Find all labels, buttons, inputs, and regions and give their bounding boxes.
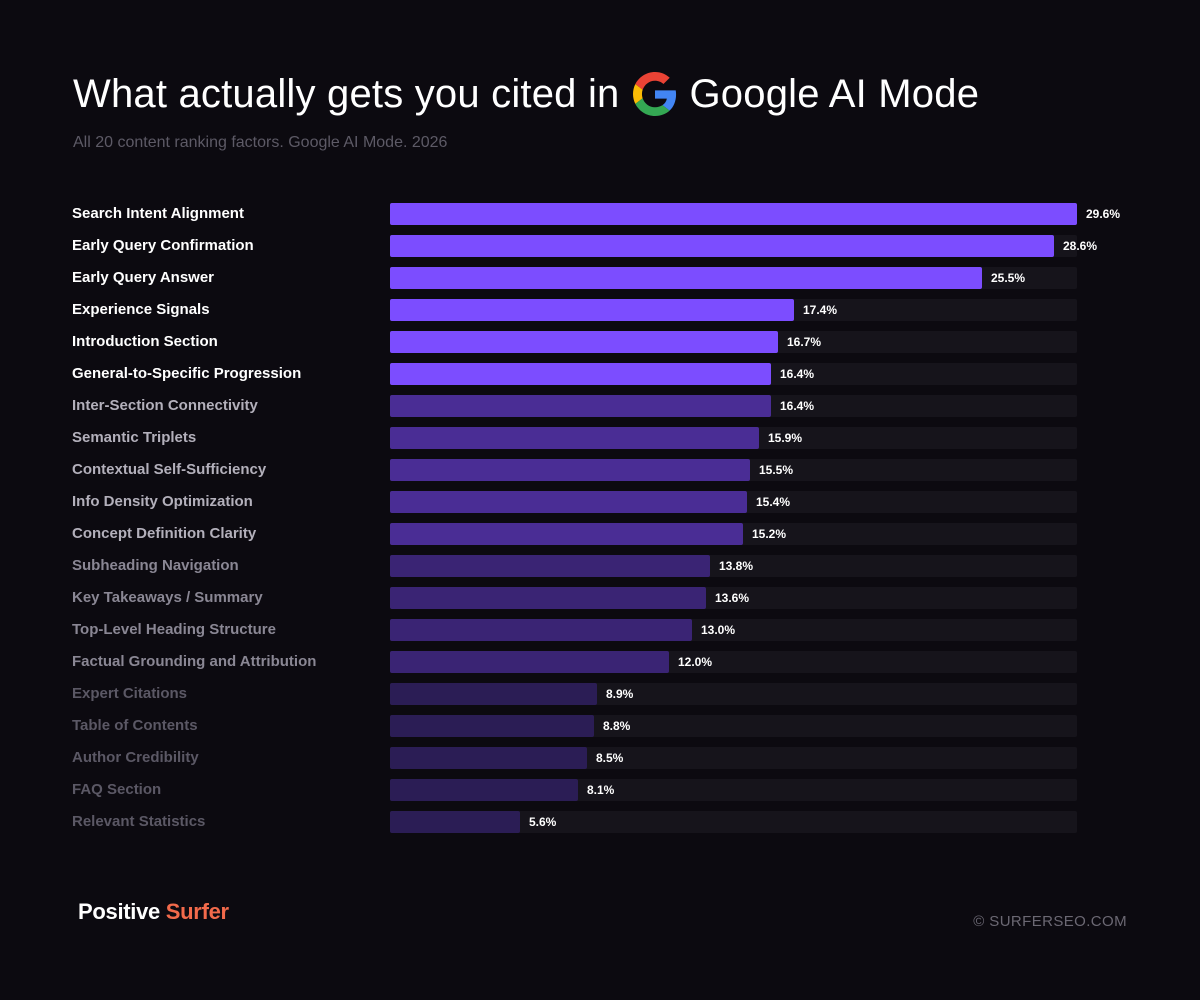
bar [390,459,750,481]
bar [390,299,794,321]
value-label: 8.8% [603,719,631,733]
bar [390,811,520,833]
bar [390,587,706,609]
category-label: Experience Signals [72,301,210,318]
bar [390,779,578,801]
category-label: FAQ Section [72,781,162,798]
google-g-icon [633,72,677,116]
bar [390,715,594,737]
category-label: Early Query Answer [72,269,215,286]
bar [390,331,778,353]
value-label: 16.4% [780,367,815,381]
category-label: General-to-Specific Progression [72,365,302,382]
category-label: Factual Grounding and Attribution [72,653,317,670]
category-label: Semantic Triplets [72,429,197,446]
category-label: Subheading Navigation [72,557,239,574]
bar [390,267,982,289]
bar [390,523,743,545]
title-suffix: Google AI Mode [689,71,980,116]
value-label: 13.6% [715,591,750,605]
bar [390,363,771,385]
bar [390,619,692,641]
bar [390,683,597,705]
category-label: Inter-Section Connectivity [72,397,258,414]
category-label: Top-Level Heading Structure [72,621,276,638]
category-label: Info Density Optimization [72,493,253,510]
brand-part1: Positive [78,899,160,924]
bar [390,651,669,673]
bar [390,491,747,513]
value-label: 12.0% [678,655,713,669]
value-label: 8.1% [587,783,615,797]
value-label: 15.2% [752,527,787,541]
category-label: Expert Citations [72,685,188,702]
bar-track [390,811,1077,833]
bar [390,427,759,449]
brand-part2: Surfer [165,899,229,924]
chart-subtitle: All 20 content ranking factors. Google A… [73,134,448,151]
value-label: 13.8% [719,559,754,573]
bar [390,235,1054,257]
bar [390,395,771,417]
category-label: Table of Contents [72,717,198,734]
bar [390,747,587,769]
value-label: 15.4% [756,495,791,509]
value-label: 13.0% [701,623,736,637]
category-label: Relevant Statistics [72,813,206,830]
title-prefix: What actually gets you cited in [73,71,620,116]
bar [390,203,1077,225]
category-label: Contextual Self-Sufficiency [72,461,267,478]
category-label: Introduction Section [72,333,218,350]
value-label: 25.5% [991,271,1026,285]
category-label: Early Query Confirmation [72,237,254,254]
value-label: 8.9% [606,687,634,701]
chart-title: What actually gets you cited in Google A… [73,68,979,120]
value-label: 8.5% [596,751,624,765]
category-label: Search Intent Alignment [72,205,244,222]
value-label: 17.4% [803,303,838,317]
value-label: 5.6% [529,815,557,829]
category-label: Key Takeaways / Summary [72,589,263,606]
value-label: 15.5% [759,463,794,477]
value-label: 29.6% [1086,207,1121,221]
value-label: 16.4% [780,399,815,413]
value-label: 28.6% [1063,239,1098,253]
copyright-text: © SURFERSEO.COM [973,913,1127,930]
value-label: 15.9% [768,431,803,445]
category-label: Author Credibility [72,749,199,766]
brand-logo: Positive Surfer [78,899,229,925]
value-label: 16.7% [787,335,822,349]
bar [390,555,710,577]
category-label: Concept Definition Clarity [72,525,257,542]
